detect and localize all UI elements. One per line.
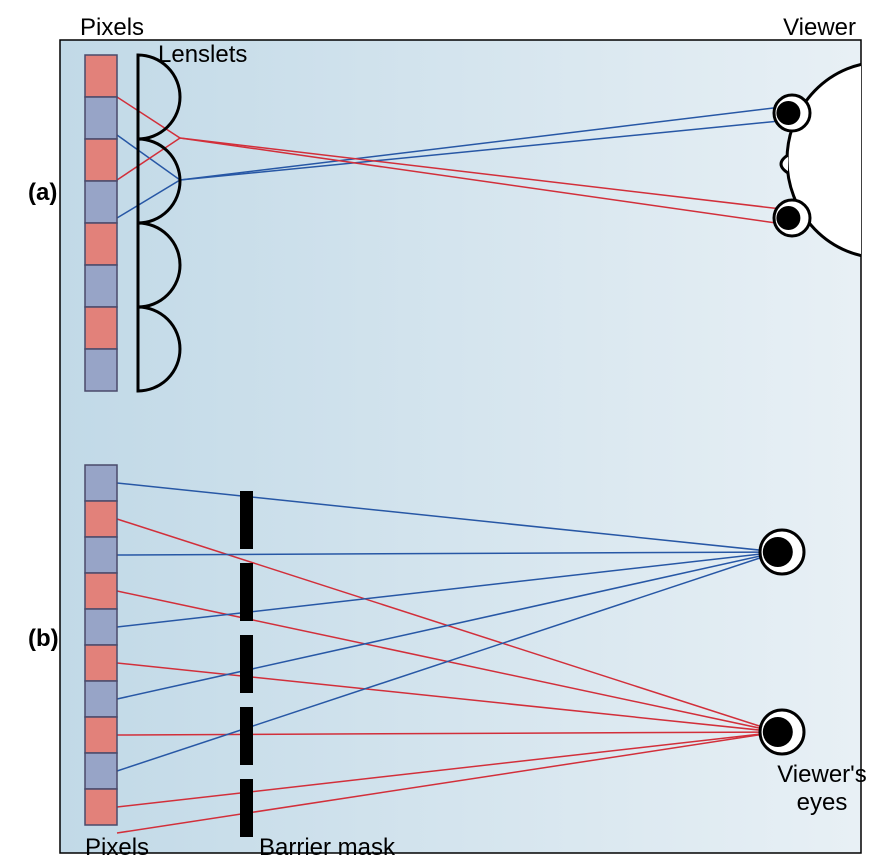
- label-pixels-bottom: Pixels: [85, 834, 149, 861]
- tag-a: (a): [28, 179, 57, 206]
- pixel-cell: [85, 753, 117, 789]
- barrier-segment: [240, 779, 253, 837]
- pixel-cell: [85, 537, 117, 573]
- label-lenslets: Lenslets: [158, 41, 247, 68]
- pixel-cell: [85, 349, 117, 391]
- pixel-column-b: [85, 465, 117, 825]
- label-pixels-top: Pixels: [80, 14, 144, 41]
- barrier-segment: [240, 563, 253, 621]
- pixel-cell: [85, 97, 117, 139]
- pixel-cell: [85, 465, 117, 501]
- label-viewers-eyes-2: eyes: [797, 789, 848, 816]
- label-barrier: Barrier mask: [259, 834, 396, 861]
- pixel-cell: [85, 573, 117, 609]
- pixel-cell: [85, 223, 117, 265]
- pixel-cell: [85, 609, 117, 645]
- label-viewers-eyes-1: Viewer's: [777, 761, 867, 788]
- tag-b: (b): [28, 625, 59, 652]
- pixel-cell: [85, 681, 117, 717]
- diagram-background: [60, 40, 861, 853]
- barrier-segment: [240, 707, 253, 765]
- pixel-cell: [85, 645, 117, 681]
- pixel-cell: [85, 139, 117, 181]
- label-viewer: Viewer: [783, 14, 856, 41]
- pixel-cell: [85, 307, 117, 349]
- pixel-cell: [85, 501, 117, 537]
- pixel-column-a: [85, 55, 117, 391]
- pixel-cell: [85, 265, 117, 307]
- pixel-cell: [85, 55, 117, 97]
- barrier-mask: [240, 491, 253, 837]
- pixel-cell: [85, 181, 117, 223]
- pixel-cell: [85, 717, 117, 753]
- barrier-segment: [240, 635, 253, 693]
- barrier-segment: [240, 491, 253, 549]
- pixel-cell: [85, 789, 117, 825]
